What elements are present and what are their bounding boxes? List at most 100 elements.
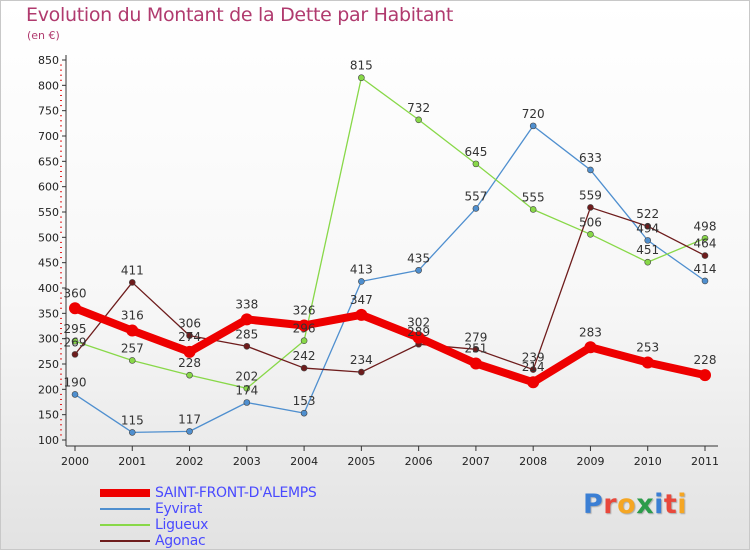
x-tick-label: 2006 — [405, 455, 433, 468]
y-tick-label: 250 — [38, 358, 59, 371]
chart-subtitle: (en €) — [27, 29, 60, 42]
legend-item-saint-front: SAINT-FRONT-D'ALEMPS — [100, 485, 400, 501]
series-point-0 — [298, 319, 311, 332]
legend-label-ligueux: Ligueux — [155, 517, 209, 533]
data-label-3: 289 — [407, 325, 430, 339]
legend-item-ligueux: Ligueux — [100, 517, 400, 533]
chart-series-lines — [69, 74, 711, 436]
data-label-3: 411 — [121, 263, 144, 277]
legend-swatch-eyvirat — [100, 508, 150, 510]
y-tick-label: 500 — [38, 231, 59, 244]
data-label-0: 316 — [121, 309, 144, 323]
x-tick-label: 2008 — [519, 455, 547, 468]
series-point-0 — [126, 324, 139, 337]
y-tick-label: 550 — [38, 206, 59, 219]
data-label-2: 228 — [178, 356, 201, 370]
data-label-1: 494 — [636, 221, 659, 235]
y-tick-label: 350 — [38, 307, 59, 320]
data-label-0: 283 — [579, 325, 602, 339]
series-point-3 — [186, 332, 193, 339]
series-point-0 — [527, 376, 540, 389]
legend-label-eyvirat: Eyvirat — [155, 501, 203, 517]
data-label-1: 633 — [579, 151, 602, 165]
y-tick-label: 150 — [38, 409, 59, 422]
series-point-3 — [701, 252, 709, 259]
series-point-0 — [412, 331, 425, 344]
data-label-1: 115 — [121, 413, 144, 427]
series-point-3 — [358, 368, 365, 376]
series-point-1 — [300, 409, 308, 417]
data-label-0: 214 — [522, 360, 545, 374]
data-label-2: 296 — [293, 322, 316, 336]
series-point-3 — [587, 204, 594, 211]
series-point-2 — [644, 258, 652, 266]
data-label-0: 228 — [694, 353, 717, 367]
series-point-1 — [415, 266, 422, 274]
series-point-1 — [587, 166, 594, 174]
data-label-3: 269 — [64, 335, 87, 349]
data-label-3: 559 — [579, 188, 602, 202]
logo-letter: i — [654, 489, 664, 520]
series-point-0 — [355, 308, 368, 321]
series-line-1 — [74, 125, 706, 434]
data-label-3: 285 — [235, 327, 258, 341]
data-label-0: 347 — [350, 293, 373, 307]
series-point-1 — [186, 428, 193, 435]
series-point-2 — [529, 206, 537, 213]
data-label-0: 251 — [464, 341, 487, 355]
data-label-3: 239 — [522, 351, 545, 365]
data-label-0: 302 — [407, 316, 430, 330]
legend-item-agonac: Agonac — [100, 533, 400, 549]
series-point-2 — [128, 357, 136, 364]
series-point-2 — [415, 116, 422, 124]
series-point-2 — [472, 160, 480, 168]
series-point-1 — [701, 277, 709, 285]
data-label-1: 720 — [522, 107, 545, 121]
data-label-2: 506 — [579, 215, 602, 229]
data-label-0: 326 — [293, 303, 316, 317]
data-label-0: 338 — [235, 297, 258, 311]
series-point-2 — [587, 230, 594, 238]
y-tick-label: 200 — [38, 383, 59, 396]
legend-label-agonac: Agonac — [155, 533, 206, 549]
data-label-3: 279 — [464, 330, 487, 344]
y-tick-label: 800 — [38, 79, 59, 92]
x-tick-label: 2002 — [176, 455, 204, 468]
data-label-2: 451 — [636, 243, 659, 257]
legend-label-saint-front: SAINT-FRONT-D'ALEMPS — [155, 485, 317, 501]
data-label-1: 174 — [235, 384, 258, 398]
data-label-0: 274 — [178, 330, 201, 344]
logo-letter: x — [636, 489, 655, 520]
series-point-3 — [472, 346, 480, 353]
data-label-2: 732 — [407, 101, 430, 115]
series-point-0 — [699, 369, 711, 382]
series-point-0 — [469, 357, 482, 370]
series-point-1 — [243, 399, 251, 406]
logo-letter: t — [663, 489, 678, 520]
series-point-3 — [644, 222, 652, 230]
x-tick-label: 2001 — [118, 455, 146, 468]
x-tick-label: 2003 — [233, 455, 261, 468]
chart-title: Evolution du Montant de la Dette par Hab… — [26, 4, 454, 26]
x-tick-label: 2011 — [691, 455, 719, 468]
series-point-0 — [584, 341, 597, 354]
series-point-3 — [128, 279, 136, 286]
series-point-1 — [644, 237, 652, 244]
series-point-3 — [300, 364, 308, 372]
data-label-2: 257 — [121, 341, 144, 355]
logo-letter: i — [677, 489, 688, 520]
series-point-3 — [71, 351, 79, 358]
data-label-3: 464 — [694, 237, 717, 251]
x-tick-label: 2005 — [347, 455, 375, 468]
proxiti-logo: Proxiti — [583, 489, 687, 520]
series-point-2 — [701, 235, 709, 242]
series-point-3 — [243, 342, 251, 350]
data-label-2: 202 — [235, 369, 258, 383]
series-point-1 — [358, 278, 365, 285]
series-line-0 — [73, 304, 706, 387]
y-tick-label: 600 — [38, 181, 59, 194]
y-tick-label: 650 — [38, 155, 59, 168]
series-point-2 — [243, 385, 251, 392]
